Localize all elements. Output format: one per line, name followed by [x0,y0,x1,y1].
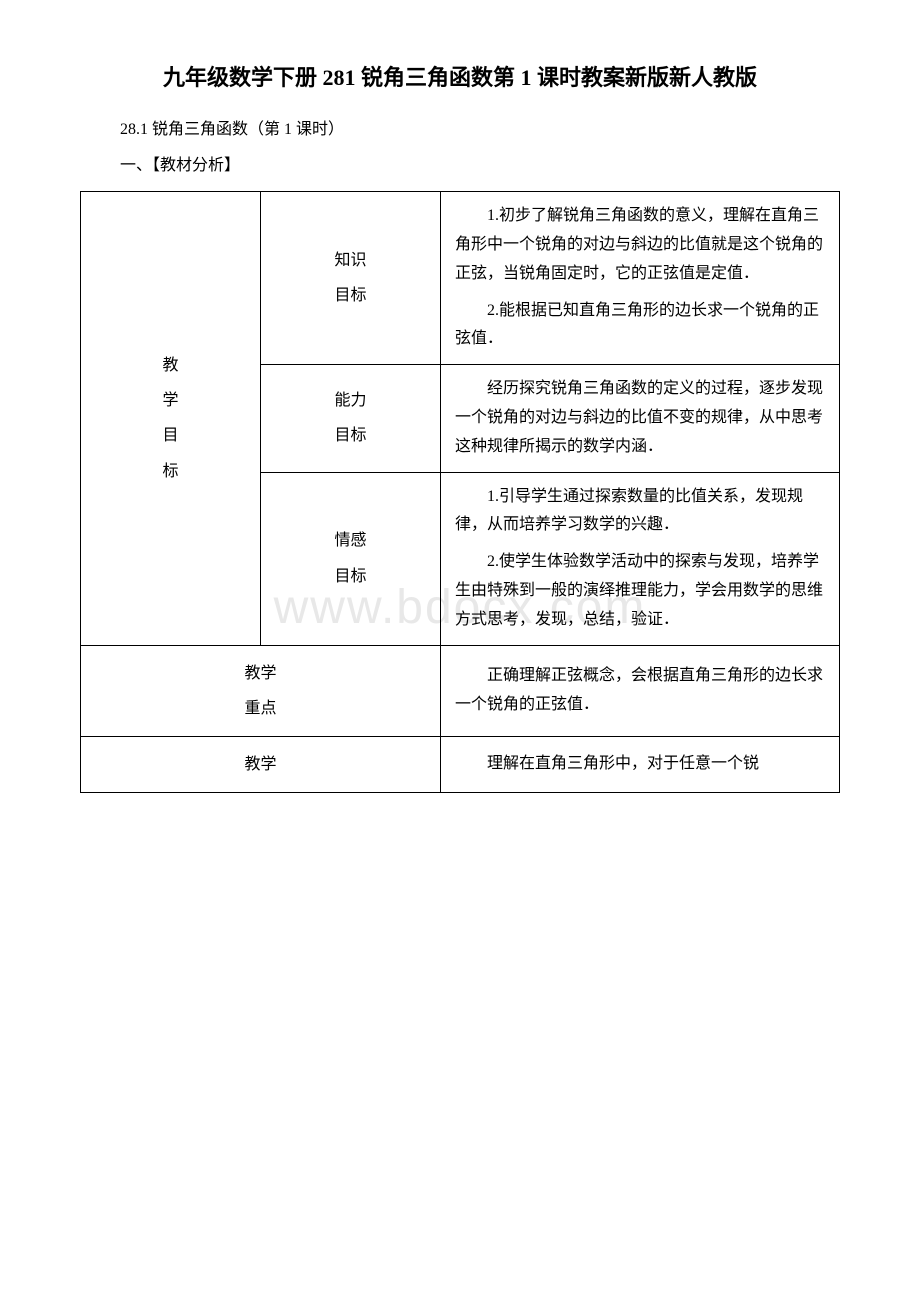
table-row: 教学 重点 正确理解正弦概念，会根据直角三角形的边长求一个锐角的正弦值． [81,645,840,736]
content-paragraph: 理解在直角三角形中，对于任意一个锐 [455,750,825,779]
vertical-label: 教 学 目 标 [95,348,246,489]
line: 重点 [244,691,276,726]
line: 目标 [334,559,366,594]
line: 目标 [334,278,366,313]
line: 教学 [244,656,276,691]
content-paragraph: 1.初步了解锐角三角函数的意义，理解在直角三角形中一个锐角的对边与斜边的比值就是… [455,202,825,288]
cell-ability-objectives-label: 能力 目标 [261,365,441,472]
table-row: 教学 理解在直角三角形中，对于任意一个锐 [81,736,840,792]
document-subtitle: 28.1 锐角三角函数（第 1 课时） [120,115,840,139]
line: 能力 [334,383,366,418]
cell-teaching-content-partial: 理解在直角三角形中，对于任意一个锐 [441,736,840,792]
content-paragraph: 1.引导学生通过探索数量的比值关系，发现规律，从而培养学习数学的兴趣． [455,483,825,541]
char: 教 [162,348,178,383]
line: 目标 [334,418,366,453]
content-paragraph: 2.使学生体验数学活动中的探索与发现，培养学生由特殊到一般的演绎推理能力，学会用… [455,548,825,634]
cell-knowledge-objectives-content: 1.初步了解锐角三角函数的意义，理解在直角三角形中一个锐角的对边与斜边的比值就是… [441,192,840,365]
sublabel: 知识 目标 [275,243,426,313]
cell-emotional-objectives-label: 情感 目标 [261,472,441,645]
line: 知识 [334,243,366,278]
cell-teaching-focus-content: 正确理解正弦概念，会根据直角三角形的边长求一个锐角的正弦值． [441,645,840,736]
cell-emotional-objectives-content: 1.引导学生通过探索数量的比值关系，发现规律，从而培养学习数学的兴趣． 2.使学… [441,472,840,645]
content-paragraph: 正确理解正弦概念，会根据直角三角形的边长求一个锐角的正弦值． [455,662,825,720]
document-title: 九年级数学下册 281 锐角三角函数第 1 课时教案新版新人教版 [80,60,840,95]
content-paragraph: 2.能根据已知直角三角形的边长求一个锐角的正弦值． [455,297,825,355]
label: 教学 重点 [95,656,426,726]
char: 标 [162,454,178,489]
cell-ability-objectives-content: 经历探究锐角三角函数的定义的过程，逐步发现一个锐角的对边与斜边的比值不变的规律，… [441,365,840,472]
cell-teaching-label-partial: 教学 [81,736,441,792]
sublabel: 能力 目标 [275,383,426,453]
cell-teaching-objectives: 教 学 目 标 [81,192,261,645]
line: 教学 [244,747,276,782]
sublabel: 情感 目标 [275,523,426,593]
char: 目 [162,418,178,453]
char: 学 [162,383,178,418]
line: 情感 [334,523,366,558]
lesson-plan-table: 教 学 目 标 知识 目标 1.初步了解锐角三角函数的意义，理解在直角三角形中一… [80,191,840,793]
table-row: 教 学 目 标 知识 目标 1.初步了解锐角三角函数的意义，理解在直角三角形中一… [81,192,840,365]
section-header: 一、【教材分析】 [120,151,840,175]
content-paragraph: 经历探究锐角三角函数的定义的过程，逐步发现一个锐角的对边与斜边的比值不变的规律，… [455,375,825,461]
cell-teaching-focus-label: 教学 重点 [81,645,441,736]
cell-knowledge-objectives-label: 知识 目标 [261,192,441,365]
label: 教学 [95,747,426,782]
